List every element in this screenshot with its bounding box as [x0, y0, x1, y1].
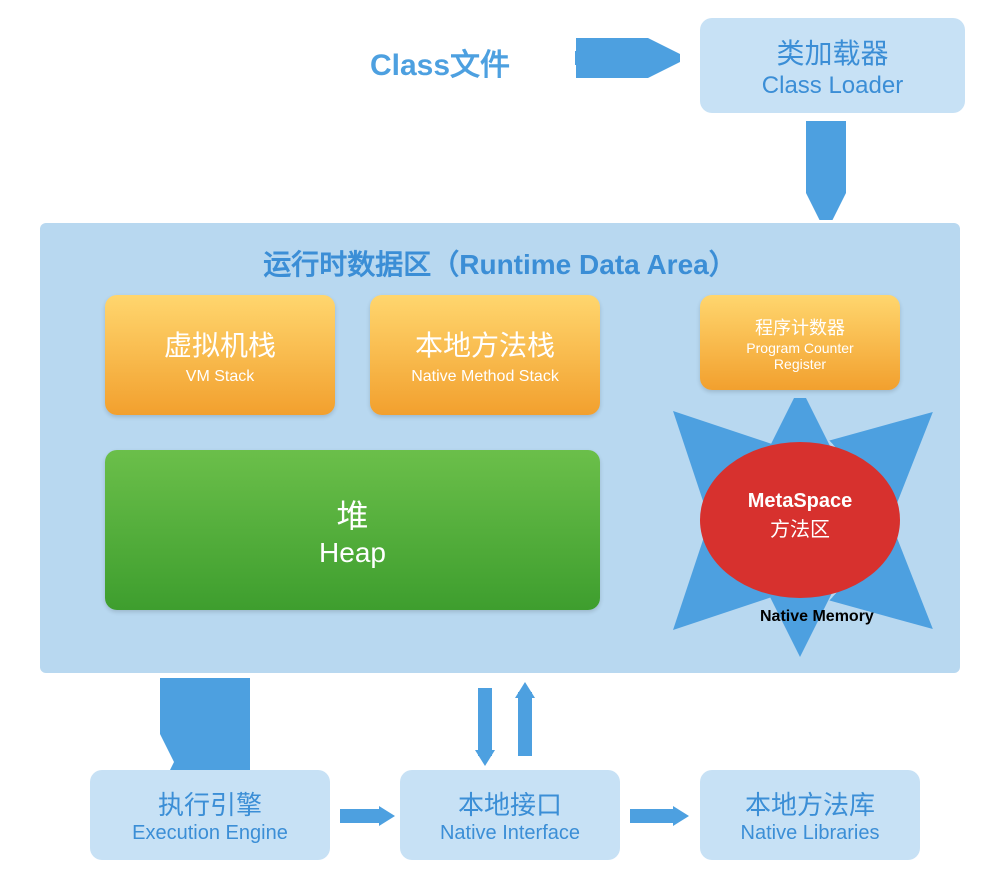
vm-stack-cn: 虚拟机栈	[164, 324, 276, 364]
pc-en2: Register	[774, 356, 826, 372]
native-libraries-box: 本地方法库 Native Libraries	[700, 770, 920, 860]
arrow-icon	[160, 678, 250, 770]
native-memory-label: Native Memory	[760, 608, 874, 626]
pc-en1: Program Counter	[746, 340, 853, 356]
exec-en: Execution Engine	[132, 822, 288, 845]
native-interface-box: 本地接口 Native Interface	[400, 770, 620, 860]
class-loader-box: 类加载器 Class Loader	[700, 18, 965, 113]
class-loader-en: Class Loader	[762, 72, 903, 100]
native-stack-cn: 本地方法栈	[415, 324, 555, 364]
pc-cn: 程序计数器	[755, 314, 845, 340]
pc-register-box: 程序计数器 Program Counter Register	[700, 295, 900, 390]
metaspace-label: MetaSpace 方法区	[700, 490, 900, 542]
heap-en: Heap	[319, 537, 386, 569]
execution-engine-box: 执行引擎 Execution Engine	[90, 770, 330, 860]
native-lib-en: Native Libraries	[741, 822, 880, 845]
arrow-icon	[570, 38, 680, 78]
arrow-icon	[806, 120, 846, 220]
runtime-title: 运行时数据区（Runtime Data Area）	[40, 243, 960, 283]
arrow-icon	[625, 798, 695, 834]
class-file-label: Class文件	[370, 40, 510, 84]
arrow-icon	[460, 678, 550, 770]
metaspace-cn: 方法区	[700, 513, 900, 542]
native-lib-cn: 本地方法库	[745, 785, 875, 822]
heap-box: 堆 Heap	[105, 450, 600, 610]
heap-cn: 堆	[336, 491, 368, 537]
native-stack-box: 本地方法栈 Native Method Stack	[370, 295, 600, 415]
metaspace-en: MetaSpace	[700, 490, 900, 513]
native-if-cn: 本地接口	[458, 785, 562, 822]
exec-cn: 执行引擎	[158, 785, 262, 822]
vm-stack-en: VM Stack	[186, 368, 254, 386]
arrow-icon	[335, 798, 400, 834]
native-stack-en: Native Method Stack	[411, 368, 559, 386]
class-loader-cn: 类加载器	[776, 32, 888, 72]
vm-stack-box: 虚拟机栈 VM Stack	[105, 295, 335, 415]
native-if-en: Native Interface	[440, 822, 580, 845]
